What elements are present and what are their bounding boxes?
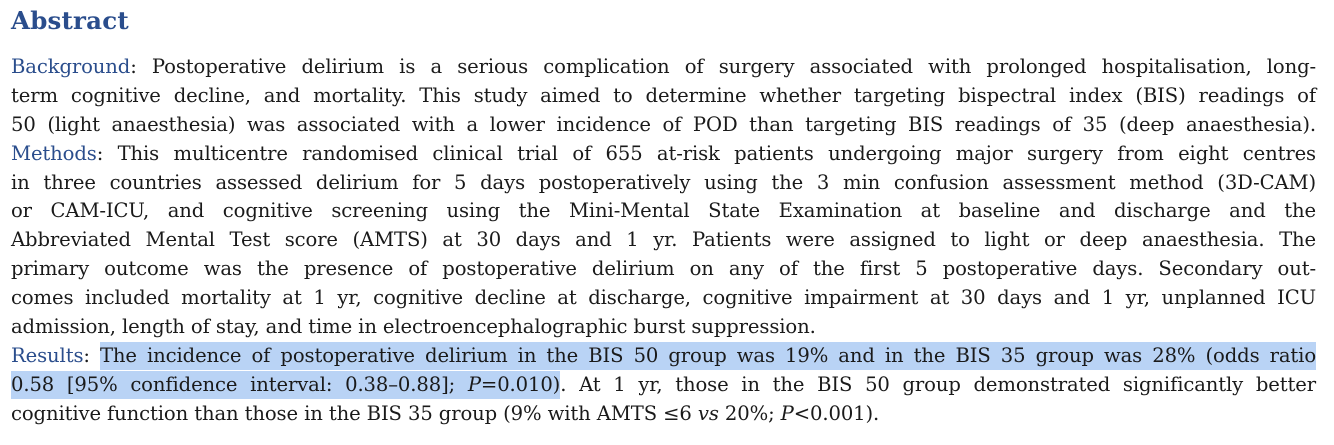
results-p-symbol: P [467, 372, 481, 396]
methods-label: Methods [11, 141, 97, 165]
background-label: Background [11, 55, 131, 78]
results-line-2-rest: . At 1 yr, those in the BIS 50 group dem… [560, 372, 1316, 396]
results-highlight-1: The incidence of postoperative delirium … [99, 341, 1316, 370]
results-line-3b: 20%; [718, 401, 781, 425]
background-line-3: 50 (light anaesthesia) was associated wi… [11, 112, 1316, 136]
results-highlight-2a: 0.58 [95% confidence interval: 0.38–0.88… [11, 372, 468, 396]
methods-line-3: or CAM-ICU, and cognitive screening usin… [11, 199, 1316, 223]
methods-line-6: comes included mortality at 1 yr, cognit… [11, 286, 1316, 310]
methods-line-2: in three countries assessed delirium for… [11, 170, 1316, 194]
results-p-symbol-2: P [780, 401, 794, 425]
methods-line-7: admission, length of stay, and time in e… [11, 315, 816, 339]
methods-line-4: Abbreviated Mental Test score (AMTS) at … [11, 228, 1316, 252]
methods-text-1: This multicentre randomised clinical tri… [117, 141, 1317, 165]
abstract-heading: Abstract [11, 6, 129, 35]
results-line-1: Results: The incidence of postoperative … [11, 341, 1316, 371]
methods-line-1: Methods: This multicentre randomised cli… [11, 141, 1317, 165]
results-label: Results [11, 343, 84, 367]
results-highlight-2: 0.58 [95% confidence interval: 0.38–0.88… [11, 370, 561, 399]
results-line-3: cognitive function than those in the BIS… [11, 400, 1316, 429]
results-vs: vs [697, 401, 719, 425]
background-line-2: term cognitive decline, and mortality. T… [11, 83, 1316, 107]
results-line-3a: cognitive function than those in the BIS… [11, 401, 698, 425]
results-highlight-2b: =0.010) [480, 372, 561, 396]
background-text-1: Postoperative delirium is a serious comp… [151, 55, 1317, 78]
methods-line-5: primary outcome was the presence of post… [11, 257, 1316, 281]
results-line-3c: <0.001). [793, 401, 880, 425]
results-line-2: 0.58 [95% confidence interval: 0.38–0.88… [11, 370, 1316, 400]
abstract-body: Background: Postoperative delirium is a … [11, 53, 1316, 429]
background-line-1: Background: Postoperative delirium is a … [11, 55, 1317, 78]
abstract-section: Abstract Background: Postoperative delir… [11, 0, 1316, 429]
